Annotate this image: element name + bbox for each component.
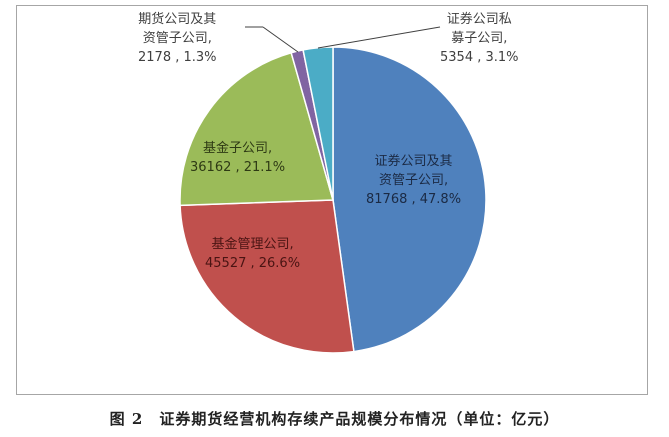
label-securities-value: 81768 , 47.8% (366, 192, 462, 207)
label-securities-name1: 证券公司及其 (374, 154, 453, 169)
label-futures-name2: 资管子公司, (142, 31, 212, 46)
label-fund-sub-name: 基金子公司, (202, 141, 273, 156)
label-futures-name1: 期货公司及其 (138, 12, 217, 27)
label-securities-name2: 资管子公司, (378, 173, 449, 188)
label-futures: 期货公司及其 资管子公司, 2178 , 1.3% (138, 10, 217, 67)
pie-slice (332, 46, 487, 353)
label-fund-sub-value: 36162 , 21.1% (190, 160, 286, 175)
leader-line-private (317, 26, 441, 49)
label-fund-mgmt-value: 45527 , 26.6% (205, 256, 301, 271)
label-securities: 证券公司及其 资管子公司, 81768 , 47.8% (366, 152, 461, 209)
label-fund-mgmt: 基金管理公司, 45527 , 26.6% (205, 235, 300, 273)
label-fund-sub: 基金子公司, 36162 , 21.1% (190, 139, 285, 177)
figure-caption: 图 2 证券期货经营机构存续产品规模分布情况（单位：亿元） (109, 410, 560, 428)
label-private-name1: 证券公司私 (446, 12, 512, 27)
label-private: 证券公司私 募子公司, 5354 , 3.1% (440, 10, 519, 67)
label-private-value: 5354 , 3.1% (440, 50, 519, 65)
leader-line-futures (262, 26, 299, 53)
pie-slice (179, 199, 355, 354)
label-private-name2: 募子公司, (451, 31, 508, 46)
label-fund-mgmt-name: 基金管理公司, (211, 237, 294, 252)
label-futures-value: 2178 , 1.3% (138, 50, 217, 65)
pie-slice (179, 51, 334, 207)
pie-slices (179, 46, 487, 354)
